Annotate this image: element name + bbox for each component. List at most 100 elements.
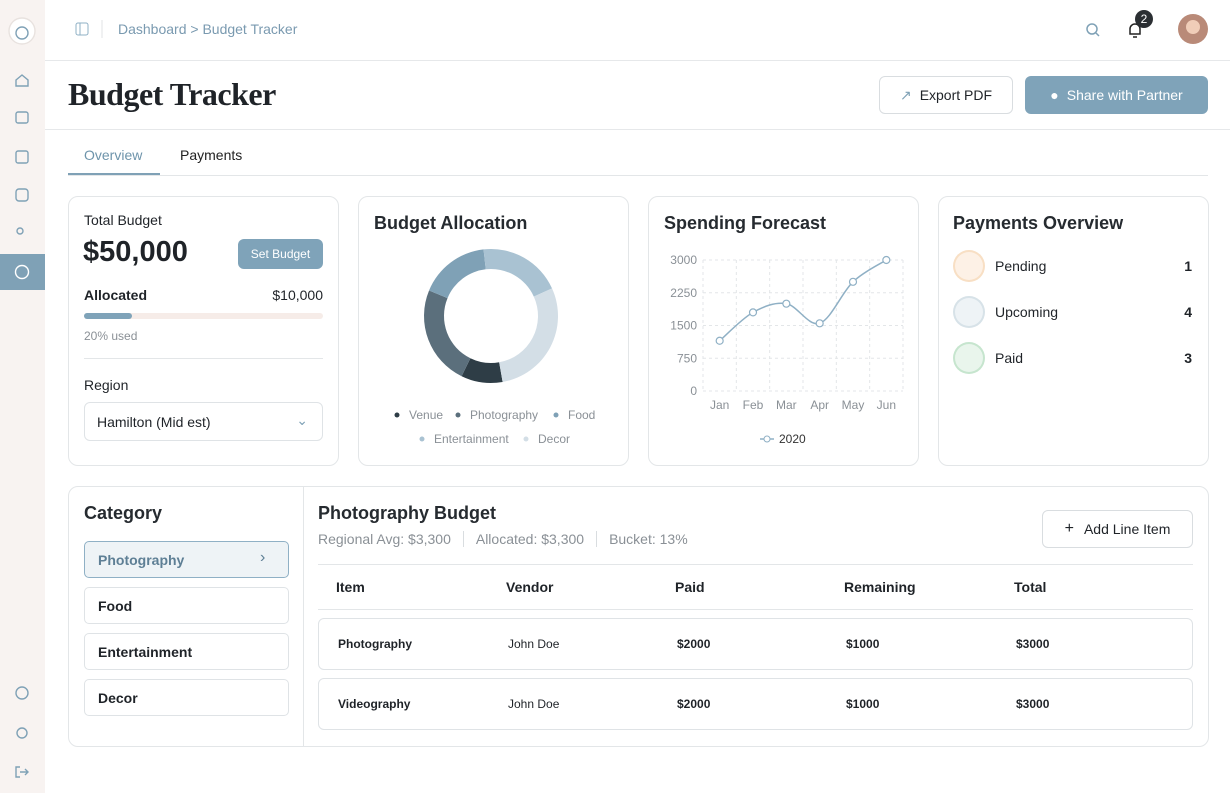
donut-segment — [483, 249, 553, 297]
sidebar-toggle[interactable] — [74, 20, 104, 40]
divider — [45, 129, 1230, 130]
notification-count: 2 — [1141, 12, 1148, 26]
point — [782, 299, 791, 308]
progress-fill — [84, 313, 132, 319]
detail-title: Photography Budget — [318, 503, 496, 523]
region-select[interactable]: Hamilton (Mid est) ⌄ — [84, 402, 323, 441]
x-tick-label: Feb — [743, 398, 764, 412]
donut-segment — [429, 249, 486, 299]
category-item[interactable]: Entertainment — [84, 633, 289, 670]
column-header: Total — [1014, 579, 1047, 595]
legend-label: Photography — [470, 408, 538, 422]
legend-label: 2020 — [779, 432, 806, 446]
y-tick-label: 1500 — [670, 319, 697, 333]
table-cell: John Doe — [508, 637, 560, 651]
logo-mark — [15, 26, 29, 40]
divider — [303, 487, 304, 746]
breadcrumb[interactable]: Dashboard > Budget Tracker — [118, 21, 298, 37]
select-value: Hamilton (Mid est) — [97, 414, 211, 430]
legend-dot — [394, 412, 400, 418]
donut-segment — [461, 358, 503, 383]
table-cell: $2000 — [677, 637, 711, 651]
x-tick-label: May — [842, 398, 865, 412]
export-button[interactable]: ↗ Export PDF — [879, 76, 1013, 114]
chevron: › — [260, 549, 266, 566]
table-cell: $1000 — [846, 697, 880, 711]
separator — [462, 531, 464, 547]
allocated-amount: $10,000 — [272, 287, 323, 303]
set-budget-button[interactable]: Set Budget — [238, 239, 323, 269]
point — [715, 336, 724, 345]
table-cell: $1000 — [846, 637, 880, 651]
card-title: Payments Overview — [953, 213, 1124, 233]
status-count: 4 — [1184, 304, 1192, 320]
line-chart: Spending Forecast 0 750 1500 2250 3000 Jan Feb M… — [664, 213, 904, 446]
legend-dot — [553, 412, 559, 418]
legend-dot — [419, 436, 425, 442]
logout-icon[interactable] — [15, 766, 29, 778]
allocation-card: Budget Allocation Venue Photography Food Ent… — [358, 196, 629, 466]
home-icon[interactable] — [15, 74, 29, 87]
stat: Regional Avg: $3,300 — [318, 531, 451, 547]
status-label: Upcoming — [995, 304, 1059, 320]
budget-icon[interactable] — [14, 264, 30, 280]
y-tick-label: 750 — [677, 351, 697, 365]
add-line-item-button[interactable]: + Add Line Item — [1042, 510, 1193, 548]
legend-dot — [455, 412, 461, 418]
category-item[interactable]: Food — [84, 587, 289, 624]
point — [882, 255, 891, 265]
button-label: Export PDF — [919, 87, 993, 103]
label: Allocated — [84, 287, 148, 303]
table-cell: Videography — [338, 697, 411, 711]
column-header: Remaining — [844, 579, 916, 595]
table-cell: $3000 — [1016, 697, 1050, 711]
legend-label: Entertainment — [434, 432, 509, 446]
search-icon[interactable] — [1086, 23, 1098, 35]
page-title: Budget Tracker — [68, 76, 276, 112]
legend-marker — [763, 435, 771, 443]
x-tick-label: Jun — [877, 398, 896, 412]
column-header: Item — [336, 579, 365, 595]
y-tick-label: 0 — [690, 384, 697, 398]
help-icon[interactable] — [15, 686, 29, 700]
point — [815, 319, 824, 328]
used-label: 20% used — [84, 329, 138, 343]
users-icon[interactable] — [16, 227, 24, 235]
sidebar-icons — [0, 17, 45, 778]
settings-icon[interactable] — [16, 727, 28, 739]
x-tick-label: Mar — [776, 398, 797, 412]
category-panel — [68, 486, 1209, 747]
stat: Bucket: 13% — [609, 531, 688, 547]
table-row: Photography John Doe $2000 $1000 $3000 — [318, 618, 1193, 670]
budget-amount: $50,000 — [83, 236, 188, 268]
button-label: Share with Partner — [1066, 87, 1183, 103]
table-row: Videography John Doe $2000 $1000 $3000 — [318, 678, 1193, 730]
donut-segment — [499, 288, 558, 382]
discount-icon[interactable] — [15, 188, 29, 202]
label: Total Budget — [84, 212, 162, 228]
status-label: Pending — [995, 258, 1047, 274]
status-label: Paid — [995, 350, 1024, 366]
topbar — [45, 0, 1230, 61]
calendar-icon[interactable] — [15, 111, 29, 124]
donut-segment — [424, 290, 471, 377]
bell-icon[interactable] — [1129, 23, 1141, 38]
tab[interactable]: Overview — [84, 147, 143, 163]
tab[interactable]: Payments — [180, 147, 243, 163]
share-button[interactable]: ● Share with Partner — [1025, 76, 1208, 114]
legend-label: Decor — [538, 432, 570, 446]
x-tick-label: Jan — [710, 398, 729, 412]
tab-indicator — [68, 173, 160, 175]
active-nav[interactable] — [0, 254, 45, 290]
x-tick-label: Apr — [810, 398, 829, 412]
donut-chart: Budget Allocation Venue Photography Food Ent… — [374, 213, 595, 446]
status-icon — [953, 250, 985, 282]
status-icon — [953, 296, 985, 328]
forecast-card: Spending Forecast 0 750 1500 2250 3000 Jan Feb M… — [648, 196, 919, 466]
panel-title: Category — [84, 503, 163, 523]
category-item[interactable]: Photography — [84, 541, 289, 578]
button-label: Add Line Item — [1083, 521, 1171, 537]
category-item[interactable]: Decor — [84, 679, 289, 716]
list-icon[interactable] — [15, 150, 29, 164]
header-icons: 2 — [1086, 10, 1208, 44]
